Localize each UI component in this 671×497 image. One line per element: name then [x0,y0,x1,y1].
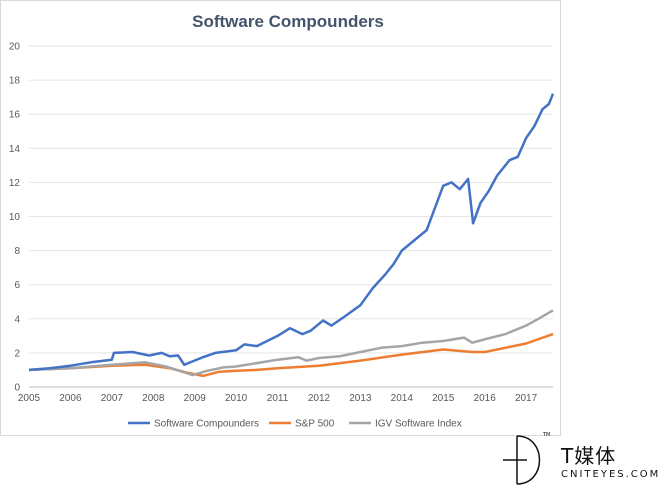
x-tick-label: 2008 [142,393,165,404]
y-tick-label: 20 [9,42,21,53]
x-tick-label: 2013 [349,393,372,404]
legend-label: S&P 500 [295,419,335,430]
line-chart: Software Compounders 0 2 4 6 8 10 12 14 16 18 20 2… [9,12,555,430]
x-tick-label: 2006 [59,393,82,404]
legend-item: Software Compounders [128,419,259,430]
x-tick-label: 2011 [267,393,289,404]
legend-item: S&P 500 [269,419,335,430]
y-axis-ticks: 0 2 4 6 8 10 12 14 16 18 20 [9,42,21,394]
y-tick-label: 2 [14,348,20,359]
chart-container: Software Compounders 0 2 4 6 8 10 12 14 16 18 20 2… [0,0,561,436]
y-tick-label: 14 [9,144,21,155]
y-tick-label: 12 [9,178,21,189]
x-tick-label: 2017 [515,393,538,404]
y-tick-label: 10 [9,212,21,223]
legend-label: Software Compounders [154,419,259,430]
watermark-logo-icon [503,435,541,485]
y-tick-label: 6 [14,280,20,291]
y-tick-label: 4 [14,314,20,325]
series-line-s-p-500 [28,332,554,378]
series-lines [28,93,555,378]
legend-item: IGV Software Index [349,419,462,430]
watermark: TM T媒体 CNITEYES.COM [503,432,671,492]
legend: Software Compounders S&P 500 IGV Software … [128,419,462,430]
chart-title: Software Compounders [192,12,384,31]
x-tick-label: 2005 [18,393,41,404]
series-line-software-compounders [28,93,555,372]
y-tick-label: 18 [9,76,21,87]
x-tick-label: 2014 [391,393,414,404]
legend-label: IGV Software Index [375,419,462,430]
y-tick-label: 0 [14,383,20,394]
x-tick-label: 2012 [308,393,331,404]
watermark-brand-en: CNITEYES.COM [561,469,661,480]
x-tick-label: 2010 [225,393,248,404]
x-tick-label: 2007 [101,393,124,404]
series-line-igv-software-index [28,309,554,377]
x-tick-label: 2009 [184,393,207,404]
watermark-tm: TM [543,432,551,438]
y-tick-label: 8 [14,246,20,257]
watermark-brand-cn: T媒体 [561,444,617,468]
x-tick-label: 2016 [474,393,497,404]
x-axis-ticks: 2005 2006 2007 2008 2009 2010 2011 2012 2013 2014… [18,393,538,404]
x-tick-label: 2015 [432,393,455,404]
y-tick-label: 16 [9,110,21,121]
